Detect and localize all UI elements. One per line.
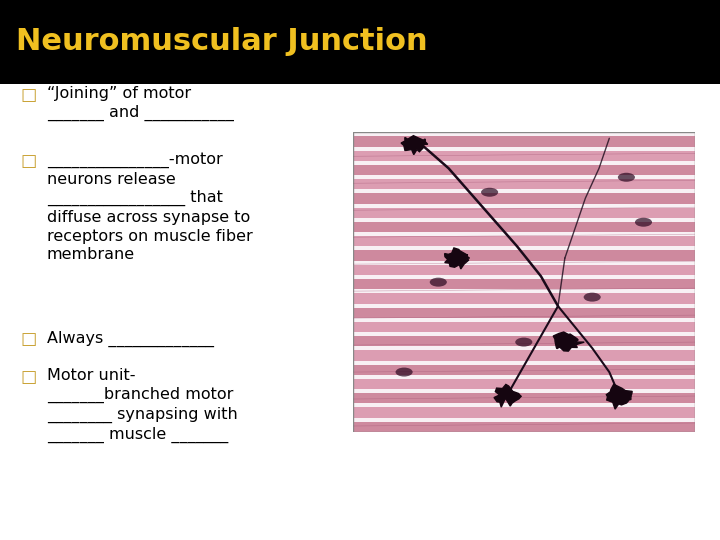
- Bar: [353, 190, 695, 193]
- Bar: [353, 375, 695, 379]
- Bar: [353, 322, 695, 332]
- Bar: [353, 208, 695, 218]
- Ellipse shape: [481, 188, 498, 197]
- Bar: [353, 265, 695, 275]
- Text: _______________-motor
neurons release
_________________ that
diffuse across syna: _______________-motor neurons release __…: [47, 152, 253, 262]
- Bar: [353, 161, 695, 165]
- Bar: [353, 279, 695, 289]
- Ellipse shape: [395, 368, 413, 376]
- Bar: [353, 393, 695, 403]
- Bar: [353, 332, 695, 336]
- Text: □: □: [20, 330, 37, 348]
- Bar: [353, 204, 695, 208]
- Bar: [353, 289, 695, 293]
- Text: Neuromuscular Junction: Neuromuscular Junction: [16, 28, 428, 56]
- Bar: [353, 389, 695, 393]
- Bar: [353, 318, 695, 322]
- Bar: [353, 364, 695, 375]
- Bar: [353, 346, 695, 350]
- Bar: [353, 193, 695, 204]
- Polygon shape: [553, 332, 584, 351]
- Bar: [353, 146, 695, 151]
- Bar: [353, 308, 695, 318]
- Bar: [353, 175, 695, 179]
- Polygon shape: [494, 384, 521, 407]
- Ellipse shape: [618, 173, 635, 182]
- Bar: [353, 232, 695, 236]
- Bar: [353, 293, 695, 303]
- Bar: [353, 422, 695, 432]
- Bar: [353, 218, 695, 222]
- Text: □: □: [20, 152, 37, 170]
- Polygon shape: [401, 136, 428, 154]
- Bar: [353, 336, 695, 346]
- Ellipse shape: [584, 293, 600, 302]
- Polygon shape: [445, 248, 469, 269]
- Text: Always _____________: Always _____________: [47, 330, 214, 347]
- Bar: [353, 361, 695, 365]
- Bar: [353, 179, 695, 190]
- Bar: [0, 0, 720, 84]
- Bar: [353, 303, 695, 308]
- Bar: [353, 236, 695, 246]
- Text: □: □: [20, 368, 37, 386]
- Bar: [353, 379, 695, 389]
- Bar: [353, 418, 695, 422]
- Ellipse shape: [430, 278, 447, 287]
- Ellipse shape: [516, 338, 532, 347]
- Text: “Joining” of motor
_______ and ___________: “Joining” of motor _______ and _________…: [47, 86, 234, 121]
- Text: □: □: [20, 86, 37, 104]
- Bar: [353, 132, 695, 136]
- Bar: [353, 251, 695, 261]
- Polygon shape: [606, 384, 632, 409]
- Bar: [353, 261, 695, 265]
- Text: Motor unit-
_______branched motor
________ synapsing with
_______ muscle _______: Motor unit- _______branched motor ______…: [47, 368, 238, 443]
- Bar: [353, 222, 695, 232]
- Bar: [353, 350, 695, 361]
- Ellipse shape: [635, 218, 652, 227]
- Bar: [353, 246, 695, 251]
- Bar: [353, 403, 695, 408]
- Bar: [353, 151, 695, 161]
- Bar: [353, 136, 695, 146]
- Bar: [353, 408, 695, 418]
- Bar: [353, 165, 695, 175]
- Bar: [353, 275, 695, 279]
